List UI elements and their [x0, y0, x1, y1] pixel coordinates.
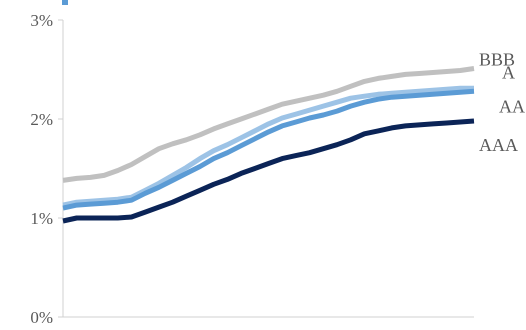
series-label-aa: AA: [499, 96, 525, 116]
series-line-aa: [62, 88, 475, 211]
y-tick-label: 1%: [30, 209, 53, 228]
y-tick-label: 0%: [30, 308, 53, 325]
y-tick-label: 2%: [30, 110, 53, 129]
series-label-a: A: [502, 62, 515, 82]
y-tick-label: 3%: [30, 11, 53, 30]
title-accent-mark: [62, 0, 68, 5]
series-line-a: [62, 85, 474, 208]
series-label-aaa: AAA: [479, 135, 518, 155]
series-line-bbb: [62, 66, 475, 183]
series-line-aaa: [62, 118, 475, 224]
series-label-bbb: BBB: [479, 50, 515, 70]
